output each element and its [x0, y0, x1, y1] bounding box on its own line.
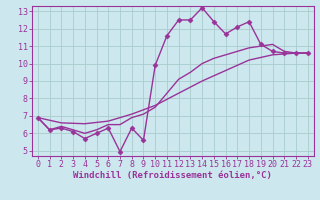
X-axis label: Windchill (Refroidissement éolien,°C): Windchill (Refroidissement éolien,°C) [73, 171, 272, 180]
